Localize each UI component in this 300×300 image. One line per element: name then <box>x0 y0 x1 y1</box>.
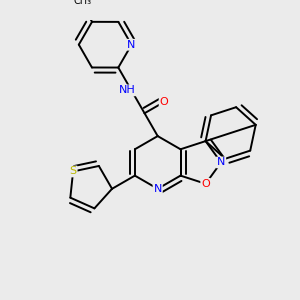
Text: O: O <box>160 97 168 107</box>
Text: N: N <box>127 40 136 50</box>
Text: O: O <box>201 179 210 189</box>
Text: N: N <box>154 184 162 194</box>
Text: NH: NH <box>118 85 135 95</box>
Text: N: N <box>217 158 225 167</box>
Text: CH₃: CH₃ <box>73 0 91 6</box>
Text: S: S <box>70 167 77 176</box>
